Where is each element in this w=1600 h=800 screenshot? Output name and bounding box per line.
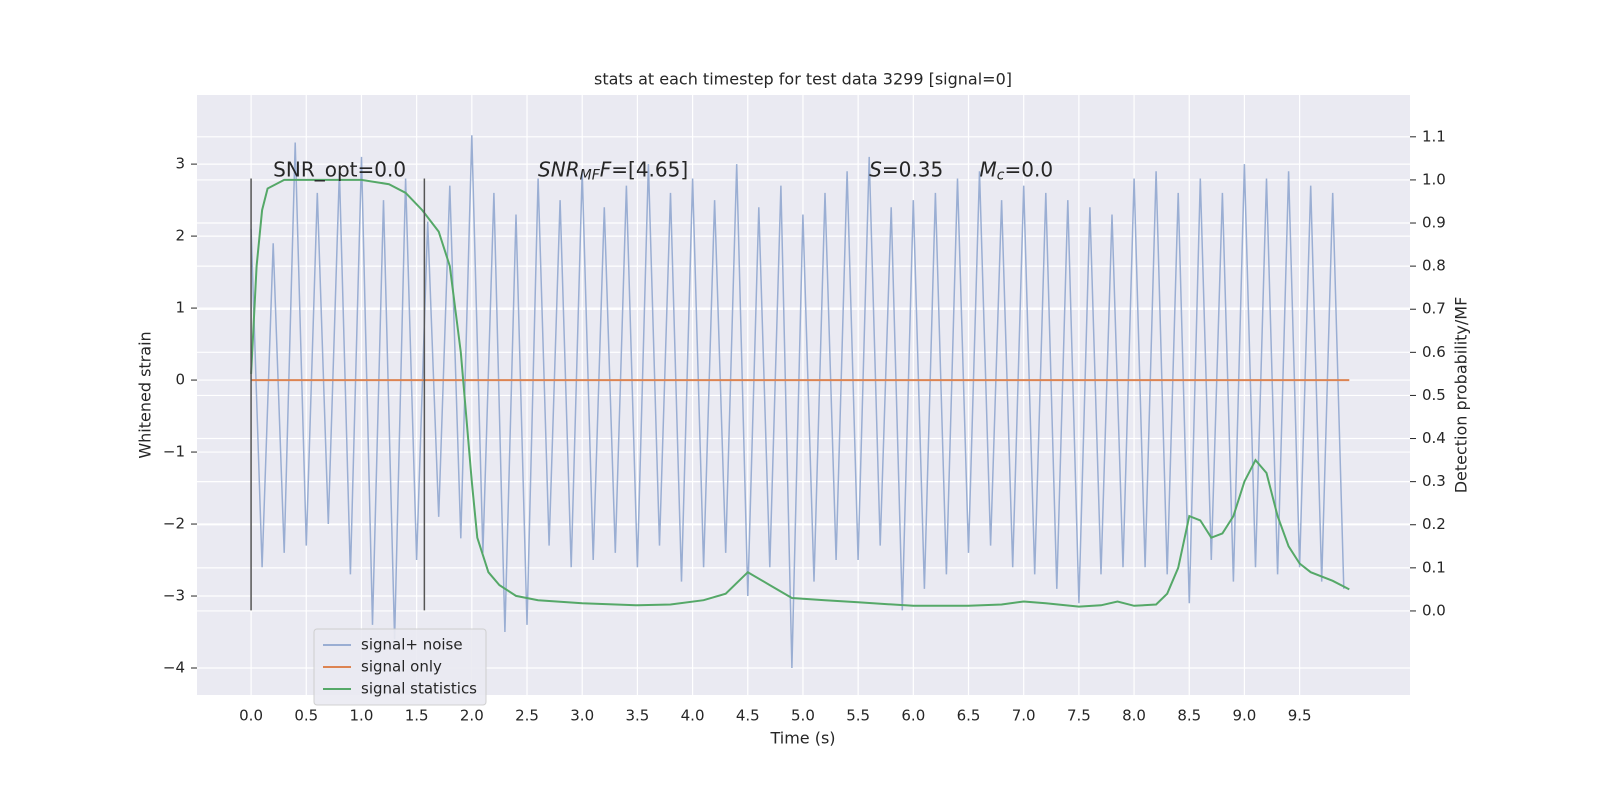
- x-tick-label: 6.5: [957, 707, 981, 725]
- legend-label: signal statistics: [361, 680, 477, 698]
- chart-title: stats at each timestep for test data 329…: [594, 70, 1012, 89]
- x-tick-label: 4.5: [736, 707, 760, 725]
- x-tick-label: 5.0: [791, 707, 815, 725]
- x-tick-label: 7.5: [1067, 707, 1091, 725]
- y2-tick-label: 0.6: [1422, 343, 1446, 361]
- y-tick-label: 1: [175, 299, 185, 317]
- y2-tick-label: 0.3: [1422, 472, 1446, 490]
- y2-tick-label: 0.9: [1422, 214, 1446, 232]
- x-tick-label: 3.0: [570, 707, 594, 725]
- x-tick-label: 8.0: [1122, 707, 1146, 725]
- x-tick-label: 4.0: [681, 707, 705, 725]
- y2-tick-label: 1.1: [1422, 127, 1446, 145]
- y2-tick-label: 0.0: [1422, 601, 1446, 619]
- annotation-part: SNR: [538, 157, 580, 181]
- x-axis-label: Time (s): [769, 729, 835, 748]
- legend-box: [313, 628, 487, 706]
- annotation-part: =0.0: [1005, 157, 1054, 181]
- y2-axis-label: Detection probability/MF: [1452, 297, 1471, 494]
- y2-tick-label: 1.0: [1422, 170, 1446, 188]
- y-tick-label: −4: [163, 659, 185, 677]
- annotation-part: SNR_opt=0.0: [273, 157, 406, 181]
- y-tick-label: 0: [175, 371, 185, 389]
- x-tick-label: 3.5: [625, 707, 649, 725]
- series-line: [250, 178, 1350, 608]
- annotation-part: F: [600, 157, 612, 181]
- annotation-part: =0.35: [882, 157, 943, 181]
- y-tick-label: −2: [163, 515, 185, 533]
- y2-tick-label: 0.8: [1422, 257, 1446, 275]
- y2-tick-label: 0.1: [1422, 558, 1446, 576]
- x-tick-label: 1.5: [405, 707, 429, 725]
- y-tick-label: −1: [163, 443, 185, 461]
- x-tick-label: 8.5: [1177, 707, 1201, 725]
- legend-label: signal+ noise: [361, 636, 463, 654]
- y2-tick-label: 0.7: [1422, 300, 1446, 318]
- y-tick-label: 2: [175, 227, 185, 245]
- x-tick-label: 5.5: [846, 707, 870, 725]
- annotation: Mc=0.0: [980, 157, 1054, 184]
- x-tick-label: 0.5: [294, 707, 318, 725]
- x-tick-label: 1.0: [350, 707, 374, 725]
- y-axis-label: Whitened strain: [136, 331, 155, 458]
- legend-label: signal only: [361, 658, 442, 676]
- x-tick-label: 7.0: [1012, 707, 1036, 725]
- annotation: S=0.35: [869, 157, 943, 181]
- y2-tick-label: 0.2: [1422, 515, 1446, 533]
- x-tick-label: 9.0: [1233, 707, 1257, 725]
- annotation-part: c: [997, 168, 1005, 184]
- x-tick-label: 2.5: [515, 707, 539, 725]
- annotation-part: M: [980, 157, 997, 181]
- x-tick-label: 6.0: [901, 707, 925, 725]
- x-tick-label: 2.0: [460, 707, 484, 725]
- x-tick-label: 0.0: [239, 707, 263, 725]
- annotation-part: S: [869, 157, 882, 181]
- annotation: SNR_opt=0.0: [273, 157, 406, 181]
- y-tick-label: 3: [175, 155, 185, 173]
- y2-tick-label: 0.5: [1422, 386, 1446, 404]
- annotation: SNRMFF=[4.65]: [538, 157, 688, 184]
- y-tick-label: −3: [163, 587, 185, 605]
- x-tick-label: 9.5: [1288, 707, 1312, 725]
- annotation-part: =[4.65]: [611, 157, 688, 181]
- series-line: [250, 135, 1345, 669]
- annotation-part: MF: [580, 168, 601, 184]
- y2-tick-label: 0.4: [1422, 429, 1446, 447]
